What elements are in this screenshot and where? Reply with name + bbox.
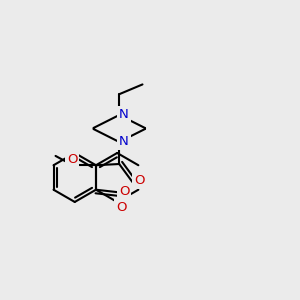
Text: O: O [119, 185, 129, 198]
Text: O: O [134, 174, 145, 188]
Text: O: O [67, 153, 77, 167]
Text: N: N [119, 135, 129, 148]
Text: N: N [119, 108, 129, 121]
Text: O: O [116, 201, 127, 214]
